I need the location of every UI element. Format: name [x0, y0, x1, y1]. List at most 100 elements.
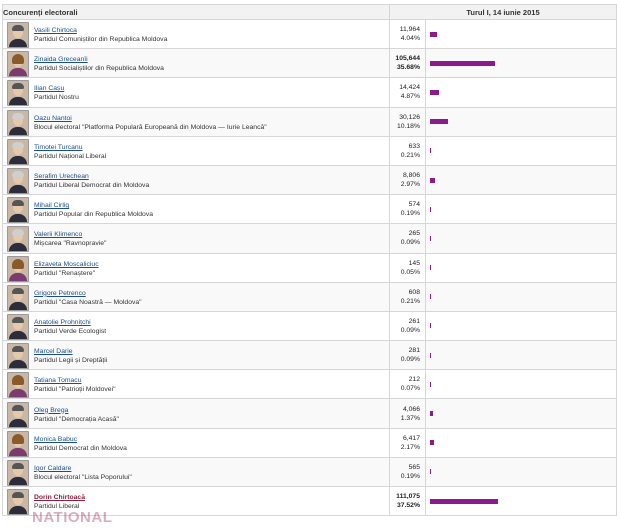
vote-percent: 0.09% [400, 239, 420, 247]
candidate-name-link[interactable]: Valerii Klimenco [34, 231, 83, 239]
candidate-info: Valerii Klimenco Mișcarea "Ravnopravie" [3, 224, 389, 253]
candidate-name-link[interactable]: Vasili Chirtoca [34, 27, 77, 35]
candidate-cell: Timotei Turcanu Partidul Național Liberal [2, 135, 390, 166]
table-row: Monica Babuc Partidul Democrat din Moldov… [2, 427, 618, 458]
candidate-info: Tatiana Tomacu Partidul "Patrioții Moldov… [3, 370, 389, 399]
vote-count: 633 [408, 142, 420, 150]
candidate-photo [7, 459, 29, 486]
candidate-photo [7, 343, 29, 370]
vote-stats: 281 0.09% [389, 340, 426, 371]
table-row: Oleg Brega Partidul "Democrația Acasă" 4,0… [2, 398, 618, 429]
candidate-cell: Anatolie Prohnițchi Partidul Verde Ecolog… [2, 310, 390, 342]
vote-percent: 35.68% [396, 64, 420, 72]
vote-percent: 4.04% [400, 35, 420, 43]
candidate-cell: Zinaida Greceanîi Partidul Socialiștilor … [2, 48, 390, 79]
table-row: Igor Caldare Blocul electoral "Lista Popo… [2, 456, 618, 488]
candidate-name-link[interactable]: Grigore Petrenco [34, 289, 86, 297]
candidate-cell: Igor Caldare Blocul electoral "Lista Popo… [2, 456, 390, 488]
vote-count: 608 [408, 288, 420, 296]
candidate-photo [7, 489, 29, 516]
candidate-name-link[interactable]: Anatolie Prohnițchi [34, 318, 91, 326]
bar-cell [424, 164, 618, 196]
candidate-name-link[interactable]: Igor Caldare [34, 464, 72, 472]
candidate-photo [7, 168, 29, 195]
candidate-photo [7, 51, 29, 78]
candidate-party: Partidul Socialiștilor din Republica Mol… [34, 65, 164, 73]
vote-stats: 608 0.21% [389, 281, 426, 312]
candidate-name-link[interactable]: Ilian Cașu [34, 85, 65, 93]
candidate-name-link[interactable]: Zinaida Greceanîi [34, 56, 88, 64]
vote-share-bar [430, 440, 434, 446]
vote-percent: 4.87% [400, 93, 420, 101]
candidate-name-link[interactable]: Marcel Darie [34, 348, 73, 356]
candidate-cell: Serafim Urechean Partidul Liberal Democra… [2, 164, 390, 196]
table-row: Mihail Cirlig Partidul Popular din Republ… [2, 194, 618, 225]
vote-stats: 11,964 4.04% [389, 18, 426, 50]
vote-count: 105,644 [395, 55, 420, 63]
table-row: Tatiana Tomacu Partidul "Patrioții Moldov… [2, 369, 618, 400]
vote-count: 145 [408, 259, 420, 267]
bar-cell [424, 252, 618, 283]
bar-cell [424, 106, 618, 137]
vote-count: 111,075 [396, 493, 420, 501]
vote-count: 261 [408, 317, 420, 325]
candidate-name-link[interactable]: Monica Babuc [34, 435, 78, 443]
candidate-party: Partidul "Democrația Acasă" [34, 415, 119, 423]
candidate-photo [7, 372, 29, 399]
vote-share-bar [430, 294, 431, 300]
candidate-info: Zinaida Greceanîi Partidul Socialiștilor … [3, 49, 389, 78]
candidate-info: Mihail Cirlig Partidul Popular din Republ… [3, 195, 389, 224]
bar-cell [424, 340, 618, 371]
vote-stats: 565 0.19% [389, 456, 426, 488]
candidate-name-link[interactable]: Timotei Turcanu [34, 143, 83, 151]
candidate-party: Partidul Național Liberal [34, 152, 107, 160]
candidate-cell: Mihail Cirlig Partidul Popular din Republ… [2, 194, 390, 225]
candidate-name-link[interactable]: Oleg Brega [34, 406, 69, 414]
candidate-name-link[interactable]: Elizaveta Moscaliciuc [34, 260, 99, 268]
candidate-photo [7, 226, 29, 253]
candidate-name-link[interactable]: Tatiana Tomacu [34, 377, 82, 385]
candidate-party: Partidul Legii și Dreptății [34, 357, 108, 365]
candidate-cell: Marcel Darie Partidul Legii și Dreptății [2, 340, 390, 371]
vote-percent: 2.97% [400, 181, 420, 189]
candidate-name-link[interactable]: Mihail Cirlig [34, 202, 70, 210]
candidate-info: Oleg Brega Partidul "Democrația Acasă" [3, 400, 389, 428]
vote-stats: 30,126 10.18% [389, 106, 426, 137]
vote-percent: 0.09% [400, 326, 420, 334]
candidate-party: Partidul Popular din Republica Moldova [34, 211, 154, 219]
vote-share-bar [430, 119, 449, 125]
candidate-name-link[interactable]: Oazu Nantoi [34, 114, 72, 122]
vote-stats: 8,806 2.97% [389, 164, 426, 196]
candidate-name-link[interactable]: Serafim Urechean [34, 173, 89, 181]
table-row: Marcel Darie Partidul Legii și Dreptății 2… [2, 340, 618, 371]
table-row: Oazu Nantoi Blocul electoral "Platforma P… [2, 106, 618, 137]
vote-stats: 4,066 1.37% [389, 398, 426, 429]
vote-stats: 105,644 35.68% [389, 48, 426, 79]
results-body: Vasili Chirtoca Partidul Comuniștilor din… [2, 18, 618, 517]
candidate-name-link[interactable]: Dorin Chirtoacă [34, 494, 85, 502]
bar-cell [424, 18, 618, 50]
vote-percent: 10.18% [396, 122, 420, 130]
vote-percent: 37.52% [396, 502, 420, 510]
results-table: Concurenți electorali Turul I, 14 iunie … [2, 4, 618, 517]
vote-percent: 0.09% [400, 356, 420, 364]
candidate-names: Vasili Chirtoca Partidul Comuniștilor din… [34, 26, 167, 44]
header-candidates: Concurenți electorali [2, 4, 390, 20]
candidate-names: Tatiana Tomacu Partidul "Patrioții Moldov… [34, 376, 116, 394]
vote-count: 6,417 [402, 434, 420, 442]
table-row: Zinaida Greceanîi Partidul Socialiștilor … [2, 48, 618, 79]
table-row: Valerii Klimenco Mișcarea "Ravnopravie" 26… [2, 223, 618, 254]
vote-share-bar [430, 498, 498, 504]
candidate-party: Partidul Democrat din Moldova [34, 444, 127, 452]
candidate-info: Anatolie Prohnițchi Partidul Verde Ecolog… [3, 312, 389, 340]
vote-share-bar [430, 469, 431, 475]
table-row: Anatolie Prohnițchi Partidul Verde Ecolog… [2, 310, 618, 342]
candidate-party: Blocul electoral "Platforma Populară Eur… [34, 123, 267, 131]
bar-cell [424, 281, 618, 312]
vote-count: 574 [408, 201, 420, 209]
candidate-info: Monica Babuc Partidul Democrat din Moldov… [3, 429, 389, 457]
candidate-info: Ilian Cașu Partidul Nostru [3, 78, 389, 107]
vote-share-bar [430, 352, 431, 358]
candidate-photo [7, 401, 29, 428]
vote-share-bar [430, 177, 436, 183]
